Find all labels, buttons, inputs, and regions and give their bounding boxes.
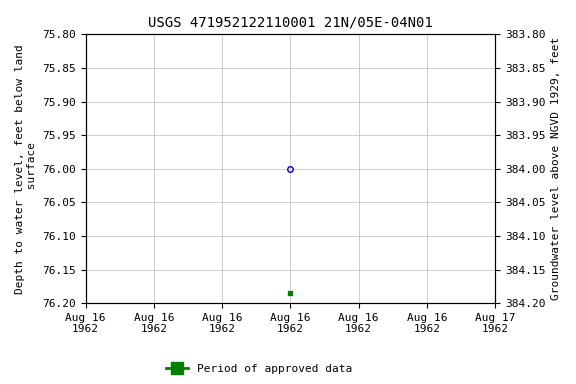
Title: USGS 471952122110001 21N/05E-04N01: USGS 471952122110001 21N/05E-04N01 — [148, 15, 433, 29]
Y-axis label: Groundwater level above NGVD 1929, feet: Groundwater level above NGVD 1929, feet — [551, 37, 561, 300]
Y-axis label: Depth to water level, feet below land
 surface: Depth to water level, feet below land su… — [15, 44, 37, 294]
Legend: Period of approved data: Period of approved data — [162, 359, 357, 379]
